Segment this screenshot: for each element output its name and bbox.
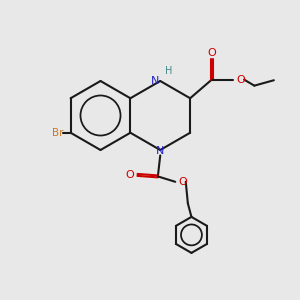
Text: O: O — [126, 170, 134, 180]
Text: O: O — [207, 48, 216, 58]
Text: N: N — [156, 146, 164, 156]
Text: Br: Br — [52, 128, 64, 138]
Text: O: O — [178, 177, 187, 187]
Text: H: H — [165, 65, 172, 76]
Text: N: N — [151, 76, 159, 86]
Text: O: O — [236, 75, 245, 85]
